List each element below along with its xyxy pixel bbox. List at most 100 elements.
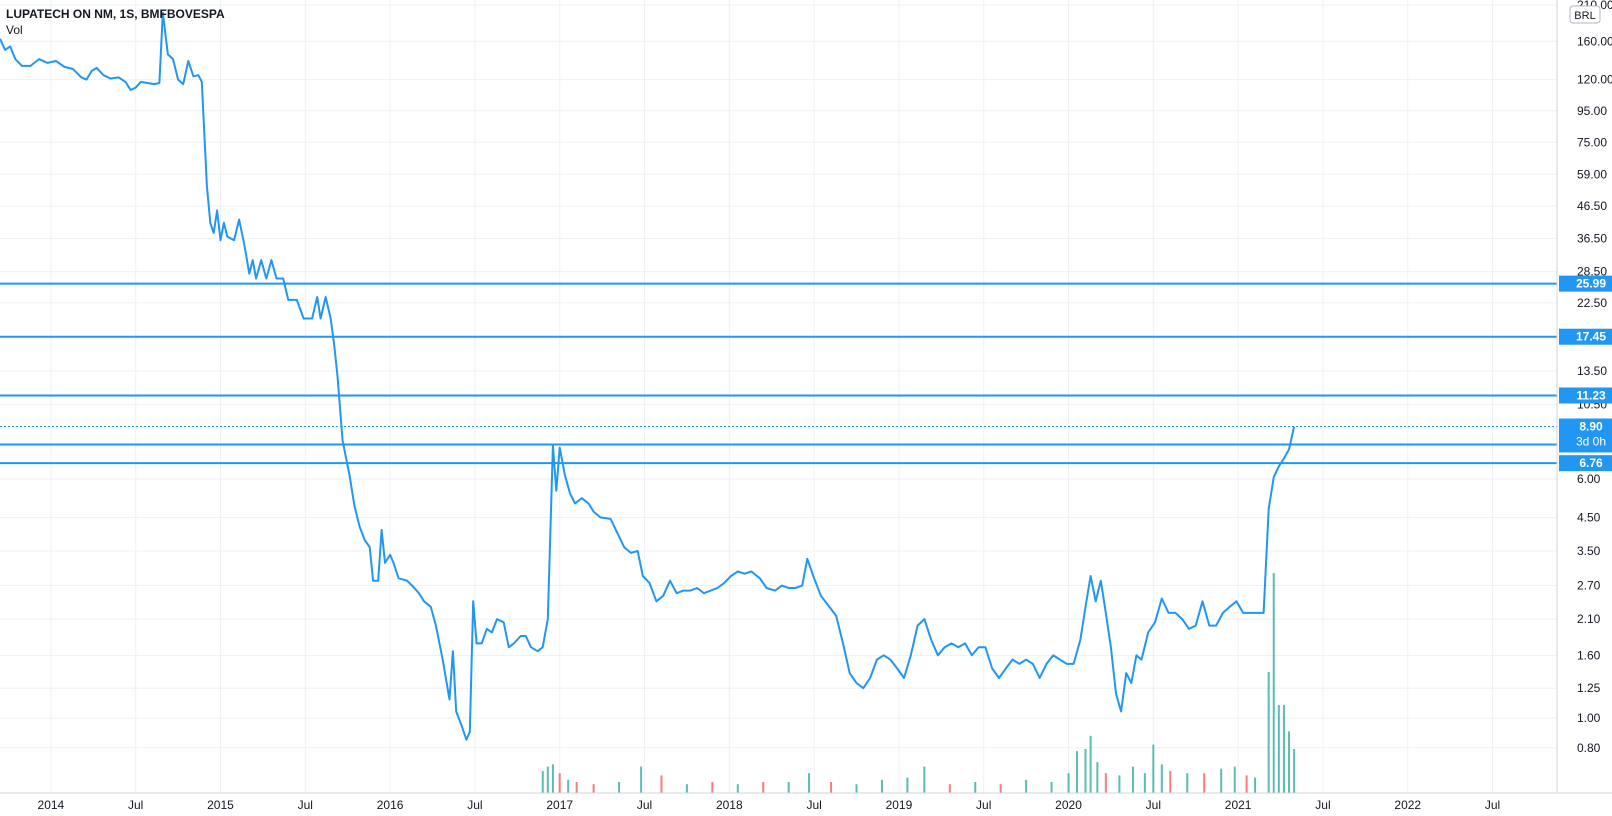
volume-bar bbox=[546, 766, 549, 793]
x-tick-label: Jul bbox=[806, 798, 821, 812]
volume-bar bbox=[1245, 775, 1248, 793]
volume-bar bbox=[999, 784, 1002, 793]
x-tick-label: 2021 bbox=[1225, 798, 1252, 812]
volume-bar bbox=[1076, 751, 1079, 793]
y-tick-label: 46.50 bbox=[1577, 199, 1607, 213]
volume-bar bbox=[618, 782, 621, 793]
x-tick-label: 2020 bbox=[1055, 798, 1082, 812]
y-tick-label: 75.00 bbox=[1577, 135, 1607, 149]
last-price-label: 8.90 bbox=[1579, 420, 1603, 434]
volume-bars bbox=[541, 573, 1296, 793]
x-tick-label: Jul bbox=[128, 798, 143, 812]
volume-bar bbox=[1272, 573, 1275, 793]
volume-bar bbox=[787, 782, 790, 793]
price-badge: 25.99 bbox=[1559, 275, 1612, 292]
volume-bar bbox=[711, 782, 714, 793]
y-tick-label: 95.00 bbox=[1577, 104, 1607, 118]
volume-bar bbox=[1050, 782, 1053, 793]
volume-bar bbox=[880, 779, 883, 793]
currency-badge[interactable]: BRL bbox=[1569, 5, 1601, 24]
volume-bar bbox=[1169, 771, 1172, 793]
y-tick-label: 36.50 bbox=[1577, 231, 1607, 245]
volume-bar bbox=[1293, 749, 1296, 793]
volume-bar bbox=[736, 784, 739, 793]
y-tick-label: 120.00 bbox=[1577, 73, 1612, 87]
volume-bar bbox=[1096, 762, 1099, 793]
currency-badge-label: BRL bbox=[1574, 10, 1595, 22]
volume-bar bbox=[1118, 775, 1121, 793]
volume-bar bbox=[1277, 705, 1280, 793]
y-tick-label: 59.00 bbox=[1577, 167, 1607, 181]
price-badge: 17.45 bbox=[1559, 328, 1612, 345]
x-tick-label: 2022 bbox=[1394, 798, 1421, 812]
volume-bar bbox=[906, 777, 909, 793]
volume-bar bbox=[1089, 735, 1092, 793]
horizontal-levels[interactable] bbox=[0, 282, 1557, 465]
volume-bar bbox=[948, 784, 951, 793]
x-tick-label: Jul bbox=[1315, 798, 1330, 812]
y-tick-label: 1.00 bbox=[1577, 711, 1601, 725]
x-tick-label: 2014 bbox=[38, 798, 65, 812]
time-axis[interactable]: 2014 Jul 2015 Jul 2016 Jul 2017 Jul 2018 Jul 2019 J… bbox=[38, 798, 1501, 812]
countdown-label: 3d 0h bbox=[1576, 435, 1606, 449]
level-badge-label: 6.76 bbox=[1579, 456, 1603, 470]
volume-bar bbox=[974, 782, 977, 793]
volume-bar bbox=[1282, 705, 1285, 793]
volume-bar bbox=[923, 766, 926, 793]
x-tick-label: Jul bbox=[637, 798, 652, 812]
volume-bar bbox=[1186, 773, 1189, 793]
volume-bar bbox=[1288, 731, 1291, 793]
x-tick-label: Jul bbox=[1146, 798, 1161, 812]
volume-bar bbox=[1267, 672, 1270, 793]
volume-bar bbox=[808, 773, 811, 793]
grid bbox=[0, 0, 1557, 793]
y-tick-label: 0.80 bbox=[1577, 741, 1601, 755]
y-tick-label: 22.50 bbox=[1577, 296, 1607, 310]
x-tick-label: 2019 bbox=[886, 798, 913, 812]
level-badge-label: 17.45 bbox=[1576, 330, 1606, 344]
volume-bar bbox=[1220, 768, 1223, 793]
volume-bar bbox=[1131, 766, 1134, 793]
volume-bar bbox=[558, 773, 561, 793]
volume-bar bbox=[1067, 773, 1070, 793]
volume-bar bbox=[640, 766, 643, 793]
volume-bar bbox=[830, 782, 833, 793]
x-tick-label: Jul bbox=[298, 798, 313, 812]
volume-bar bbox=[592, 784, 595, 793]
price-badge: 6.76 bbox=[1559, 455, 1612, 472]
volume-bar bbox=[660, 775, 663, 793]
x-tick-label: Jul bbox=[976, 798, 991, 812]
level-badge-label: 11.23 bbox=[1576, 388, 1606, 402]
y-tick-label: 28.50 bbox=[1577, 264, 1607, 278]
y-tick-label: 13.50 bbox=[1577, 364, 1607, 378]
volume-label[interactable]: Vol bbox=[6, 23, 23, 37]
x-tick-label: 2018 bbox=[716, 798, 743, 812]
x-tick-label: 2015 bbox=[207, 798, 234, 812]
y-tick-label: 2.10 bbox=[1577, 612, 1601, 626]
symbol-title[interactable]: LUPATECH ON NM, 1S, BMFBOVESPA bbox=[6, 7, 225, 21]
volume-bar bbox=[685, 784, 688, 793]
volume-bar bbox=[1160, 764, 1163, 793]
volume-bar bbox=[855, 784, 858, 793]
y-tick-label: 4.50 bbox=[1577, 510, 1601, 524]
level-badge-label: 25.99 bbox=[1576, 277, 1606, 291]
volume-bar bbox=[762, 782, 765, 793]
y-tick-label: 2.70 bbox=[1577, 579, 1601, 593]
volume-bar bbox=[575, 782, 578, 793]
price-line bbox=[0, 11, 1296, 741]
x-tick-label: Jul bbox=[467, 798, 482, 812]
x-tick-label: 2016 bbox=[377, 798, 404, 812]
volume-bar bbox=[1025, 779, 1028, 793]
volume-bar bbox=[551, 764, 554, 793]
x-tick-label: Jul bbox=[1485, 798, 1500, 812]
price-axis[interactable]: 210.00160.00120.0095.0075.0059.0046.5036… bbox=[1577, 0, 1612, 755]
volume-bar bbox=[1152, 744, 1155, 793]
legend: LUPATECH ON NM, 1S, BMFBOVESPA Vol bbox=[6, 6, 225, 38]
volume-bar bbox=[541, 771, 544, 793]
y-tick-label: 6.00 bbox=[1577, 472, 1601, 486]
price-badge: 11.23 bbox=[1559, 387, 1612, 404]
volume-bar bbox=[1084, 749, 1087, 793]
